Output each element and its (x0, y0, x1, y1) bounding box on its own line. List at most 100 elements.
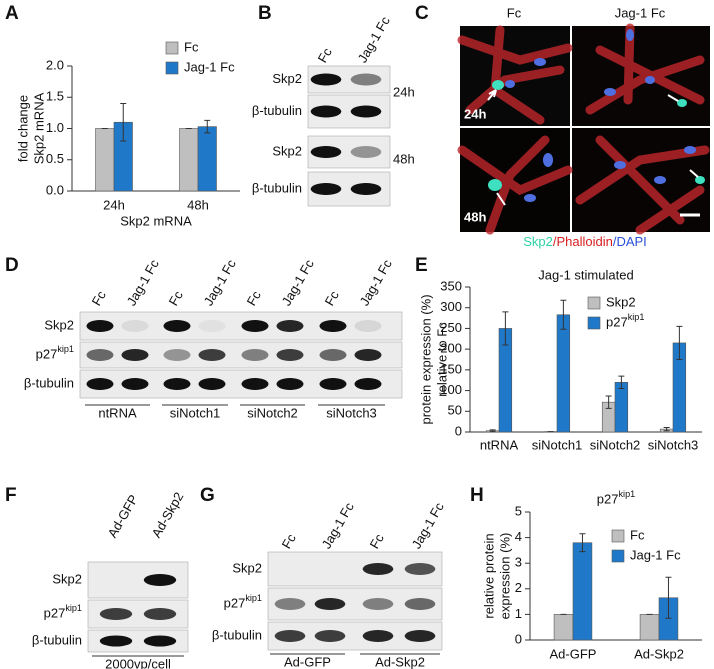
lane-label: Jag-1 Fc (409, 499, 448, 551)
error-bar (663, 426, 670, 432)
caption-part: /Phalloidin (553, 234, 613, 249)
blot-band (350, 73, 382, 86)
blot-band (121, 320, 149, 332)
panel-letter: A (5, 3, 19, 24)
error-bar (605, 395, 612, 409)
blot-band (274, 598, 306, 610)
legend-label: p27kip1 (606, 312, 644, 329)
panel-letter: D (5, 255, 19, 276)
error-bar (676, 325, 683, 360)
legend-swatch (611, 529, 625, 543)
x-tick-label: ntRNA (480, 437, 519, 452)
y-tick-label: 1.5 (46, 89, 64, 104)
caption: Skp2/Phalloidin/DAPI (523, 234, 647, 249)
bar (179, 128, 199, 192)
blot-band (350, 146, 382, 158)
blot-band (362, 630, 394, 642)
y-tick-label: 0.5 (46, 151, 64, 166)
panel-letter: G (200, 485, 215, 506)
bar (639, 614, 660, 641)
blot-band (362, 563, 394, 575)
blot-band (86, 378, 114, 390)
caption-part: /DAPI (613, 234, 647, 249)
y-tick-label: 0.0 (46, 182, 64, 197)
blot-band (314, 630, 346, 642)
blot-band (198, 378, 226, 390)
blot-band (99, 608, 133, 620)
blot-band (310, 105, 342, 118)
blot-band (198, 349, 226, 361)
error-bar (120, 103, 127, 142)
lane-label: Jag-1 Fc (355, 13, 394, 65)
blot-band (241, 378, 269, 390)
blot-band (354, 378, 382, 390)
blot-band (310, 183, 342, 195)
x-axis-label: Skp2 mRNA (120, 213, 192, 228)
row-label: p27kip1 (224, 593, 262, 610)
blot-band (319, 378, 347, 390)
y-tick-label: 4 (515, 529, 522, 544)
panel-letter: H (470, 485, 484, 506)
blot-band (354, 349, 382, 361)
row-label: p27kip1 (36, 344, 74, 361)
y-tick-label: 3 (515, 555, 522, 570)
legend-label: Fc (184, 39, 199, 54)
lane-label: Jag-1 Fc (319, 499, 358, 551)
lane-label: Ad-Skp2 (149, 490, 187, 541)
legend-swatch (587, 296, 601, 310)
blot-band (163, 378, 191, 390)
y-tick-label: 1 (515, 606, 522, 621)
column-label: Jag-1 Fc (615, 5, 666, 20)
time-label: 24h (393, 84, 415, 99)
blot-band (404, 630, 436, 642)
y-axis-label: relative protein (481, 533, 496, 618)
panel-letter: C (415, 3, 429, 24)
legend-swatch (165, 61, 179, 75)
row-label: p27kip1 (44, 603, 82, 620)
blot-band (314, 598, 346, 610)
blot-band (121, 349, 149, 361)
row-label: β-tubulin (252, 180, 302, 195)
group-label: siNotch1 (170, 405, 221, 420)
bar (614, 381, 629, 433)
y-tick-label: 300 (440, 299, 462, 314)
bar (95, 128, 115, 192)
error-bar (560, 299, 567, 330)
time-label: 48h (464, 209, 486, 224)
y-tick-label: 1.0 (46, 120, 64, 135)
lane-label: Jag-1 Fc (124, 256, 163, 308)
blot-band (163, 320, 191, 332)
lane-label: Fc (322, 288, 342, 308)
legend-swatch (611, 549, 625, 563)
blot-band (350, 183, 382, 195)
legend-label: Skp2 (606, 294, 636, 309)
group-label: siNotch3 (326, 405, 377, 420)
blot-band (241, 320, 269, 332)
blot-band (404, 563, 436, 575)
panel-letter: F (5, 485, 17, 506)
blot-band (404, 598, 436, 610)
y-tick-label: 0 (455, 423, 462, 438)
blot-row (87, 629, 189, 653)
y-axis-label: expression (%) (497, 533, 512, 620)
y-tick-label: 250 (440, 320, 462, 335)
micrograph-art (457, 23, 710, 235)
lane-label: Fc (166, 288, 186, 308)
y-tick-label: 350 (440, 278, 462, 293)
blot-band (86, 320, 114, 332)
row-label: Skp2 (232, 560, 262, 575)
y-tick-label: 50 (448, 403, 462, 418)
blot-band (121, 378, 149, 390)
x-tick-label: Ad-GFP (550, 646, 597, 661)
blot-band (99, 635, 133, 647)
blot-band (241, 349, 269, 361)
legend-label: Jag-1 Fc (630, 547, 681, 562)
time-label: 24h (464, 106, 486, 121)
y-tick-label: 150 (440, 361, 462, 376)
y-tick-label: 200 (440, 341, 462, 356)
row-label: Skp2 (272, 71, 302, 86)
x-tick-label: siNotch3 (648, 437, 699, 452)
row-label: Skp2 (52, 571, 82, 586)
legend-swatch (165, 41, 179, 55)
